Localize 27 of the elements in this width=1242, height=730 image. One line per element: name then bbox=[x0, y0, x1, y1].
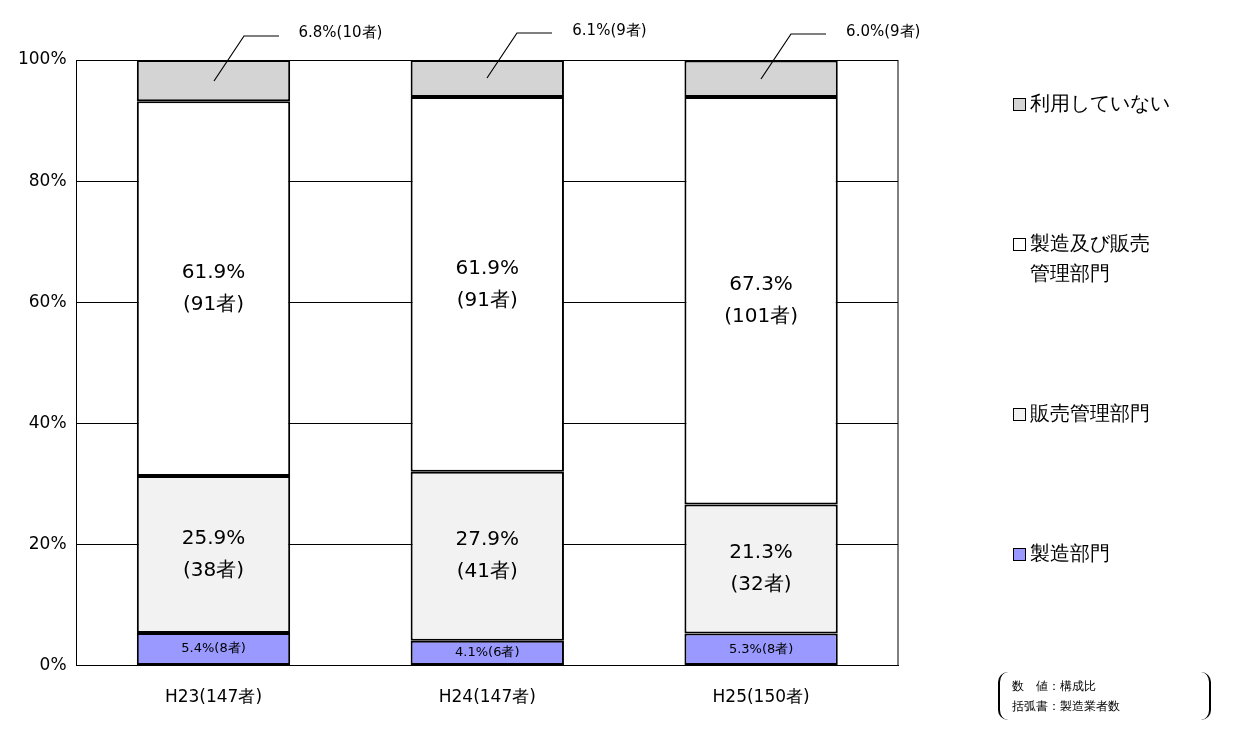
text: 販売管理部門 bbox=[1030, 400, 1151, 427]
x-tick-label: H24(147者) bbox=[438, 686, 536, 707]
data-label: 27.9% (41者) bbox=[455, 526, 520, 583]
y-tick-label: 100% bbox=[17, 48, 67, 69]
data-label: 61.9% (91者) bbox=[181, 258, 246, 315]
text: 数 値：構成比 bbox=[1012, 678, 1097, 695]
data-label: 4.1%(6者) bbox=[455, 644, 520, 660]
data-label: 5.3%(8者) bbox=[728, 640, 794, 656]
data-label: 61.9% (91者) bbox=[455, 254, 520, 311]
y-tick-label: 80% bbox=[28, 169, 67, 190]
x-tick-label: H23(147者) bbox=[164, 686, 263, 707]
y-tick-label: 60% bbox=[28, 290, 67, 311]
legend-label: 利用していない bbox=[1030, 90, 1170, 117]
data-label: 25.9% (38者) bbox=[181, 524, 246, 581]
data-label: 6.1%(9者) bbox=[572, 21, 647, 40]
data-label: 5.4%(8者) bbox=[181, 640, 246, 656]
data-label: 6.0%(9者) bbox=[846, 21, 921, 40]
y-tick-label: 0% bbox=[39, 654, 67, 675]
y-tick-label: 40% bbox=[28, 411, 67, 432]
text: 製造及び販売管理部門 bbox=[1030, 230, 1151, 287]
y-tick-label: 20% bbox=[28, 532, 67, 553]
data-label: 6.8%(10者) bbox=[298, 23, 383, 42]
data-label: 67.3% (101者) bbox=[724, 270, 798, 327]
data-label: 21.3% (32者) bbox=[729, 539, 793, 596]
text: 括弧書：製造業者数 bbox=[1012, 698, 1121, 715]
x-tick-label: H25(150者) bbox=[712, 686, 810, 707]
legend-label: 製造部門 bbox=[1030, 540, 1111, 567]
